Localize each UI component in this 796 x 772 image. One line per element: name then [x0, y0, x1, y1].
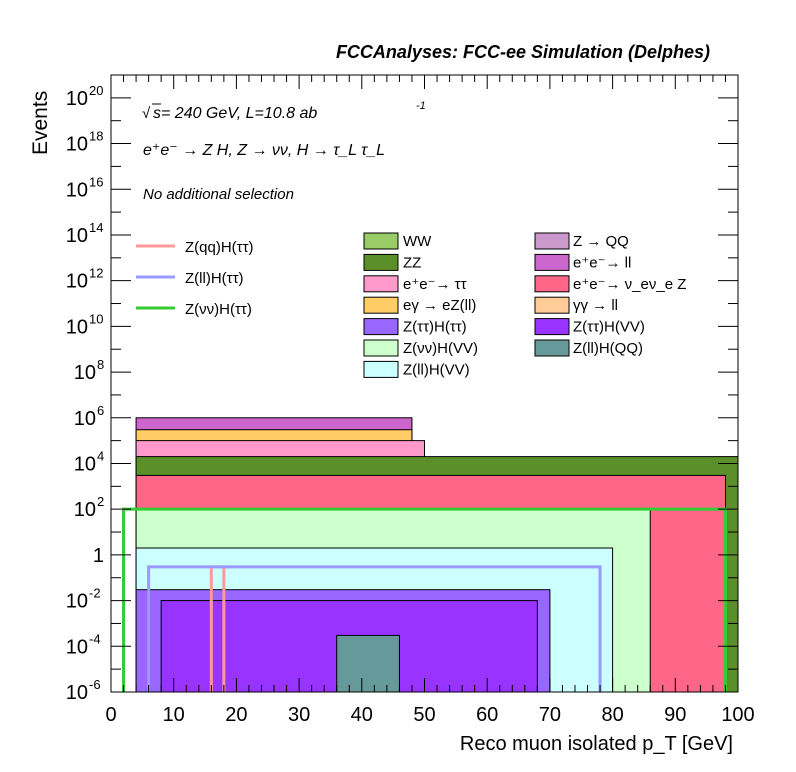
legend-label-Zll_HVV: Z(ll)H(VV) [403, 361, 470, 378]
signal-sig_ll [147, 565, 602, 692]
legend-label-gammagamma_ll: γγ → ll [573, 297, 618, 314]
y-tick-label: 10 [66, 134, 88, 156]
legend-swatch-WW [363, 232, 399, 250]
legend-label-ee_tautau: e⁺e⁻→ ττ [403, 276, 467, 293]
y-axis-label: Events [29, 91, 52, 155]
legend-label-sig_nunu: Z(νν)H(ττ) [185, 301, 252, 318]
y-tick-label: 10 [66, 591, 88, 613]
y-tick-label: 10 [66, 636, 88, 658]
chart-title: FCCAnalyses: FCC-ee Simulation (Delphes) [336, 42, 710, 62]
x-tick-label: 50 [413, 704, 435, 726]
histogram-layer [135, 417, 739, 693]
y-tick-label: 10 [66, 271, 88, 293]
x-tick-label: 0 [105, 704, 116, 726]
legend-swatch-Zll_HQQ [534, 339, 570, 357]
process-label: e⁺e⁻ → Z H, Z → νν, H → τ_L τ_L [143, 142, 385, 159]
legend-swatch-egamma_eZll [363, 296, 399, 314]
x-tick-label: 80 [601, 704, 623, 726]
legend-label-Z_QQ: Z → QQ [573, 233, 629, 250]
selection-label: No additional selection [143, 186, 294, 203]
y-tick-label: 10 [74, 362, 96, 384]
energy-prefix: s [153, 105, 161, 122]
y-tick-exponent: 6 [97, 403, 104, 418]
legend-label-WW: WW [403, 233, 432, 250]
y-tick-label: 10 [66, 316, 88, 338]
y-tick-exponent: 12 [89, 266, 103, 281]
y-tick-exponent: 18 [89, 129, 103, 144]
y-tick-label: 10 [66, 179, 88, 201]
y-tick-label: 10 [74, 453, 96, 475]
legend-swatch-Znunu_HVV [363, 339, 399, 357]
legend-swatch-ee_tautau [363, 275, 399, 293]
legend-swatch-Ztautau_HVV [534, 318, 570, 336]
y-tick-label: 10 [66, 225, 88, 247]
y-tick-label: 10 [74, 408, 96, 430]
y-tick-exponent: -4 [89, 631, 101, 646]
y-tick-label: 10 [66, 682, 88, 704]
energy-label: √ s = 240 GeV, L=10.8 ab -1 [142, 100, 426, 122]
legend-label-Znunu_HVV: Z(νν)H(VV) [403, 340, 478, 357]
x-tick-label: 20 [225, 704, 247, 726]
legend-swatch-ee_ll [534, 253, 570, 271]
legend: Z(qq)H(ττ) Z(ll)H(ττ) Z(νν)H(ττ) WW ZZ e⁺e⁻→ … [136, 232, 686, 378]
y-tick-exponent: 8 [97, 357, 104, 372]
x-tick-label: 100 [721, 704, 754, 726]
energy-exponent: -1 [416, 100, 426, 112]
legend-swatch-ee_nunuZ [534, 275, 570, 293]
legend-swatch-Zll_HVV [363, 360, 399, 378]
energy-text: = 240 GeV, L=10.8 ab [161, 105, 317, 122]
legend-label-ee_nunuZ: e⁺e⁻→ ν_eν_e Z [573, 276, 686, 293]
y-tick-exponent: 16 [89, 174, 103, 189]
legend-label-sig_qq: Z(qq)H(ττ) [185, 239, 254, 256]
y-tick-exponent: 4 [97, 448, 104, 463]
x-tick-label: 30 [288, 704, 310, 726]
legend-swatch-Z_QQ [534, 232, 570, 250]
sqrt-sign: √ [142, 105, 151, 122]
x-tick-label: 70 [539, 704, 561, 726]
y-tick-exponent: 14 [89, 220, 103, 235]
legend-label-Zll_HQQ: Z(ll)H(QQ) [573, 340, 643, 357]
x-tick-label: 40 [351, 704, 373, 726]
y-tick-exponent: -2 [89, 586, 101, 601]
y-tick-exponent: 2 [97, 494, 104, 509]
y-tick-label: 10 [74, 499, 96, 521]
legend-label-egamma_eZll: eγ → eZ(ll) [403, 297, 476, 314]
x-tick-label: 60 [476, 704, 498, 726]
stack-Zll_HQQ [336, 634, 400, 693]
x-axis-label: Reco muon isolated p_T [GeV] [460, 733, 733, 755]
legend-label-Ztautau_HVV: Z(ττ)H(VV) [573, 319, 645, 336]
legend-label-ee_ll: e⁺e⁻→ ll [573, 254, 631, 271]
legend-swatch-Ztautau_Htautau [363, 318, 399, 336]
y-tick-exponent: -6 [89, 677, 101, 692]
legend-swatch-ZZ [363, 253, 399, 271]
x-tick-label: 10 [163, 704, 185, 726]
y-tick-exponent: 20 [89, 83, 103, 98]
legend-swatch-gammagamma_ll [534, 296, 570, 314]
x-tick-label: 90 [664, 704, 686, 726]
legend-label-ZZ: ZZ [403, 254, 421, 271]
legend-label-Ztautau_Htautau: Z(ττ)H(ττ) [403, 319, 467, 336]
y-tick-label: 10 [66, 88, 88, 110]
legend-label-sig_ll: Z(ll)H(ττ) [185, 270, 244, 287]
y-tick-exponent: 10 [89, 311, 103, 326]
y-tick-label: 1 [93, 545, 104, 567]
